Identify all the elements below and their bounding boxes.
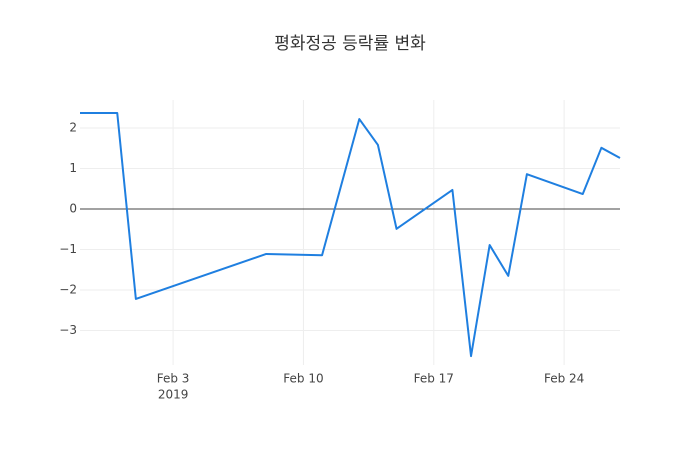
y-tick-label: 1 xyxy=(69,161,77,175)
x-tick-label: Feb 24 xyxy=(544,372,584,386)
y-tick-label: 0 xyxy=(69,201,77,215)
x-tick-label: Feb 3 xyxy=(157,372,190,386)
x-tick-label: Feb 10 xyxy=(283,372,323,386)
chart-title: 평화정공 등락률 변화 xyxy=(274,34,426,54)
x-tick-label: Feb 17 xyxy=(414,372,454,386)
y-tick-label: 2 xyxy=(69,120,77,134)
x-tick-year: 2019 xyxy=(158,388,189,402)
y-tick-label: −2 xyxy=(59,283,77,297)
y-tick-label: −3 xyxy=(59,323,77,337)
y-tick-label: −1 xyxy=(59,242,77,256)
line-series xyxy=(80,111,621,358)
